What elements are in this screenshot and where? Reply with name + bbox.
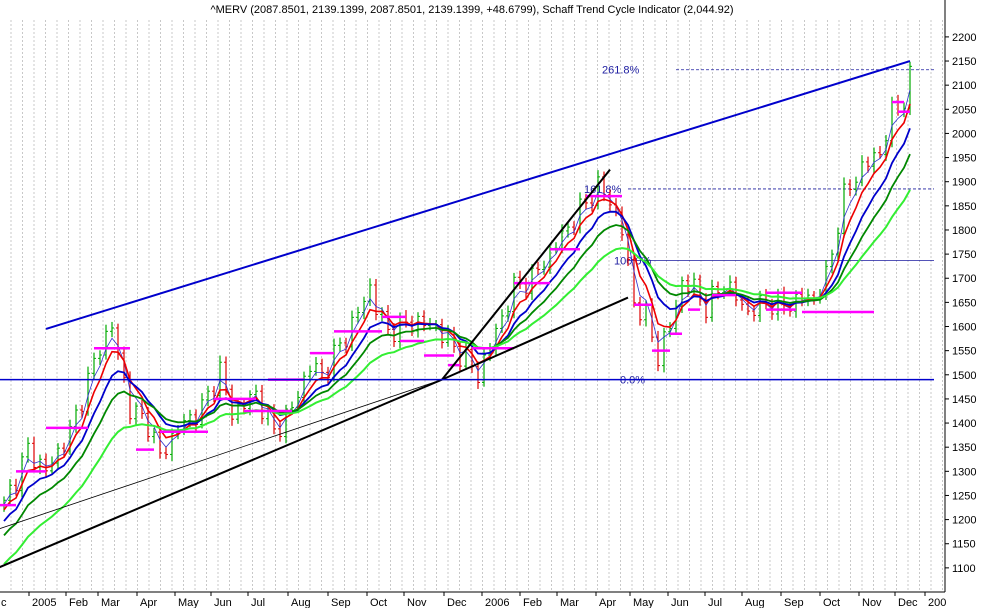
trendline xyxy=(441,296,629,381)
trendline xyxy=(0,378,443,569)
x-tick-label: 2005 xyxy=(32,597,56,608)
chart-title: ^MERV (2087.8501, 2139.1399, 2087.8501, … xyxy=(210,4,733,16)
y-tick-label: 1550 xyxy=(952,346,976,358)
grid xyxy=(10,20,943,592)
x-tick-label: Jul xyxy=(708,597,722,608)
x-tick-label: Sep xyxy=(784,597,804,608)
x-tick-label: Aug xyxy=(745,597,765,608)
y-tick-label: 1600 xyxy=(952,322,976,334)
moving-average-line xyxy=(3,189,911,565)
x-tick-label: 200 xyxy=(928,597,946,608)
x-tick-label: Nov xyxy=(862,597,882,608)
y-tick-label: 1350 xyxy=(952,442,976,454)
x-tick-label: Feb xyxy=(69,597,88,608)
y-tick-label: 2050 xyxy=(952,104,976,116)
y-tick-label: 1950 xyxy=(952,153,976,165)
x-tick-label: Dec xyxy=(447,597,467,608)
x-tick-label: Feb xyxy=(523,597,542,608)
y-tick-label: 1150 xyxy=(952,539,976,551)
x-tick-label: Aug xyxy=(291,597,311,608)
x-tick-label: Nov xyxy=(407,597,427,608)
x-tick-label: Jun xyxy=(214,597,232,608)
y-tick-label: 1500 xyxy=(952,370,976,382)
x-tick-label: May xyxy=(633,597,654,608)
y-tick-label: 1800 xyxy=(952,225,976,237)
x-tick-label: Mar xyxy=(560,597,579,608)
y-tick-label: 1200 xyxy=(952,515,976,527)
y-tick-label: 1300 xyxy=(952,466,976,478)
x-tick-label: Oct xyxy=(823,597,840,608)
fib-level-label: 261.8% xyxy=(602,65,640,77)
x-tick-label: May xyxy=(178,597,199,608)
y-tick-label: 2100 xyxy=(952,80,976,92)
moving-average-line xyxy=(3,153,911,537)
fib-level-label: 161.8% xyxy=(584,184,622,196)
x-tick-label: Apr xyxy=(599,597,616,608)
y-tick-label: 2200 xyxy=(952,32,976,44)
x-tick-label: Oct xyxy=(370,597,387,608)
x-tick-label: Jun xyxy=(671,597,689,608)
y-tick-label: 1850 xyxy=(952,201,976,213)
y-tick-label: 1450 xyxy=(952,394,976,406)
y-tick-label: 2150 xyxy=(952,56,976,68)
y-tick-label: 1250 xyxy=(952,490,976,502)
y-tick-label: 1750 xyxy=(952,249,976,261)
trendline xyxy=(0,379,443,529)
x-tick-label: Apr xyxy=(140,597,157,608)
trendline xyxy=(441,169,611,381)
price-bars xyxy=(2,61,912,512)
y-tick-label: 1900 xyxy=(952,177,976,189)
x-tick-label: c xyxy=(1,597,7,608)
x-tick-label: Mar xyxy=(101,597,120,608)
x-tick-label: Sep xyxy=(331,597,351,608)
trendlines xyxy=(0,60,934,569)
x-tick-label: 2006 xyxy=(485,597,509,608)
y-tick-label: 1700 xyxy=(952,273,976,285)
fib-level-label: 0.0% xyxy=(620,375,645,387)
x-tick-label: Jul xyxy=(251,597,265,608)
moving-averages xyxy=(3,89,911,565)
y-tick-label: 1650 xyxy=(952,297,976,309)
moving-average-line xyxy=(3,127,911,522)
y-tick-label: 2000 xyxy=(952,128,976,140)
x-tick-label: Dec xyxy=(898,597,918,608)
trendline xyxy=(45,60,911,330)
y-tick-label: 1100 xyxy=(952,563,976,575)
y-tick-label: 1400 xyxy=(952,418,976,430)
